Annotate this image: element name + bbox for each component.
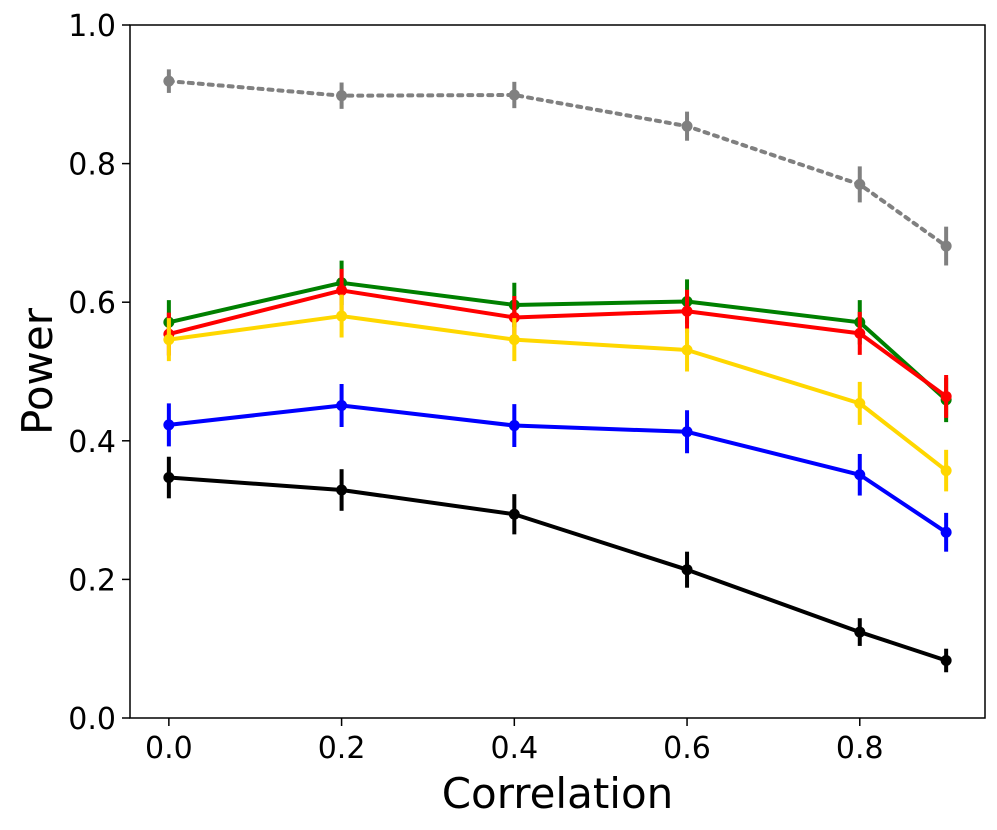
x-tick-label: 0.8 bbox=[836, 731, 884, 766]
data-point-gold bbox=[336, 310, 348, 322]
y-axis-label: Power bbox=[13, 307, 62, 435]
y-tick-label: 0.0 bbox=[68, 702, 116, 737]
data-point-red bbox=[854, 327, 866, 339]
data-point-blue bbox=[508, 420, 520, 432]
series-line-blue bbox=[168, 403, 948, 534]
data-point-blue bbox=[681, 426, 693, 438]
x-tick-label: 0.6 bbox=[663, 731, 711, 766]
series-gray-dotted bbox=[163, 69, 952, 266]
x-tick-label: 0.4 bbox=[490, 731, 538, 766]
series-black bbox=[163, 456, 952, 673]
data-point-gold bbox=[681, 344, 693, 356]
data-layer bbox=[163, 69, 952, 673]
data-point-blue bbox=[854, 469, 866, 481]
data-point-black bbox=[163, 472, 175, 484]
y-tick-label: 0.4 bbox=[68, 425, 116, 460]
data-point-black bbox=[681, 564, 693, 576]
data-point-gray-dotted bbox=[163, 75, 175, 87]
data-point-black bbox=[336, 484, 348, 496]
plot-frame bbox=[129, 24, 986, 719]
data-point-red bbox=[940, 390, 952, 402]
axes-layer: 0.0 0.2 0.4 0.6 0.8 0.0 0.2 0.4 0.6 0.8 1.0 bbox=[68, 9, 883, 766]
data-point-black bbox=[940, 654, 952, 666]
data-point-blue bbox=[163, 419, 175, 431]
data-point-gray-dotted bbox=[681, 120, 693, 132]
series-line-green bbox=[168, 280, 948, 402]
series-line-black bbox=[168, 475, 947, 663]
data-point-gray-dotted bbox=[336, 90, 348, 102]
data-point-blue bbox=[940, 526, 952, 538]
data-point-black bbox=[854, 626, 866, 638]
data-point-blue bbox=[336, 399, 348, 411]
series-gold bbox=[163, 294, 952, 492]
x-tick-label: 0.0 bbox=[145, 731, 193, 766]
x-axis-label: Correlation bbox=[442, 769, 674, 818]
y-tick-label: 0.8 bbox=[68, 148, 116, 183]
y-tick-label: 0.2 bbox=[68, 563, 116, 598]
data-point-gold bbox=[508, 334, 520, 346]
data-point-gray-dotted bbox=[940, 240, 952, 252]
series-blue bbox=[163, 383, 952, 552]
series-line-gold bbox=[168, 314, 948, 473]
data-point-red bbox=[508, 311, 520, 323]
data-point-black bbox=[508, 508, 520, 520]
series-line-gray-dotted bbox=[166, 79, 949, 249]
data-point-red bbox=[681, 305, 693, 317]
data-point-gray-dotted bbox=[854, 178, 866, 190]
data-point-gold bbox=[163, 334, 175, 346]
data-point-gray-dotted bbox=[508, 89, 520, 101]
y-tick-label: 0.6 bbox=[68, 286, 116, 321]
x-tick-label: 0.2 bbox=[318, 731, 366, 766]
data-point-red bbox=[336, 284, 348, 296]
data-point-gold bbox=[854, 397, 866, 409]
y-tick-label: 1.0 bbox=[68, 9, 116, 44]
data-point-gold bbox=[940, 465, 952, 477]
series-line-red bbox=[168, 288, 948, 399]
